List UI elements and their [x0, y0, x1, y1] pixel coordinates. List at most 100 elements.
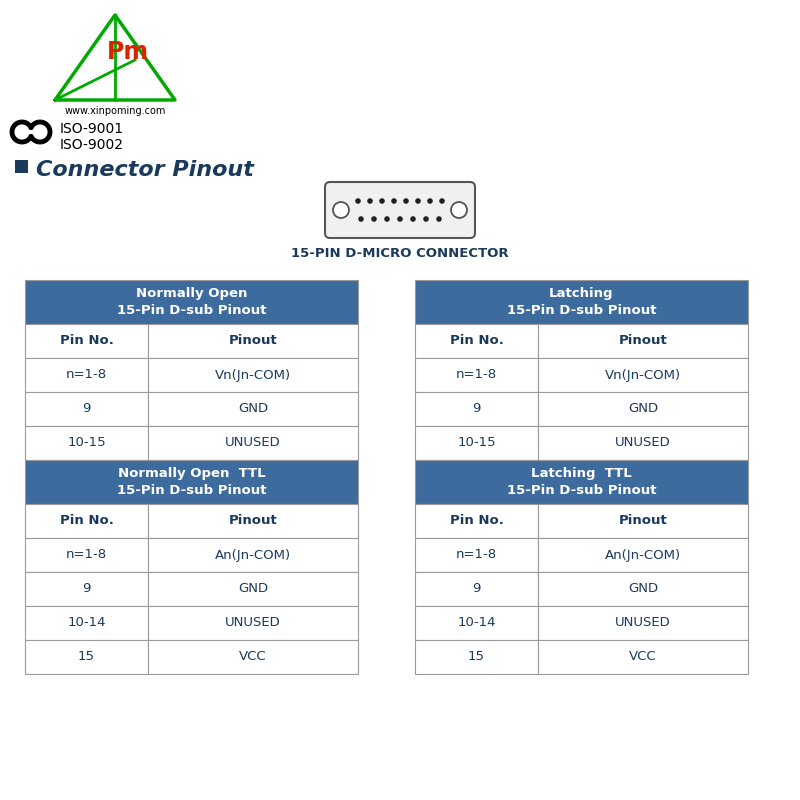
Circle shape: [379, 198, 385, 204]
Bar: [415, 640, 538, 674]
Text: 15: 15: [78, 650, 95, 663]
Circle shape: [415, 198, 421, 204]
Text: www.xinpoming.com: www.xinpoming.com: [64, 106, 166, 116]
Circle shape: [403, 198, 409, 204]
Circle shape: [423, 216, 429, 222]
Text: An(Jn-COM): An(Jn-COM): [215, 549, 291, 562]
Text: 9: 9: [82, 402, 90, 415]
Text: Vn(Jn-COM): Vn(Jn-COM): [215, 369, 291, 382]
Text: VCC: VCC: [239, 650, 267, 663]
Bar: [25, 426, 148, 460]
Circle shape: [358, 216, 364, 222]
Bar: [25, 538, 148, 572]
Text: Pinout: Pinout: [229, 514, 278, 527]
Circle shape: [427, 198, 433, 204]
Text: Normally Open
15-Pin D-sub Pinout: Normally Open 15-Pin D-sub Pinout: [117, 287, 266, 317]
Text: Pinout: Pinout: [618, 334, 667, 347]
Text: n=1-8: n=1-8: [456, 549, 497, 562]
Text: n=1-8: n=1-8: [456, 369, 497, 382]
Text: 9: 9: [472, 402, 481, 415]
Text: UNUSED: UNUSED: [225, 617, 281, 630]
Text: GND: GND: [628, 582, 658, 595]
Bar: [415, 606, 538, 640]
Circle shape: [410, 216, 416, 222]
Bar: [415, 280, 748, 324]
Circle shape: [333, 202, 349, 218]
Text: Pin No.: Pin No.: [450, 334, 503, 347]
Circle shape: [439, 198, 445, 204]
Bar: [538, 358, 748, 392]
Bar: [538, 426, 748, 460]
Text: Connector Pinout: Connector Pinout: [36, 160, 254, 180]
Circle shape: [397, 216, 403, 222]
Text: UNUSED: UNUSED: [615, 617, 671, 630]
Bar: [25, 358, 148, 392]
Text: 9: 9: [472, 582, 481, 595]
Bar: [538, 538, 748, 572]
Bar: [415, 460, 748, 504]
Bar: [415, 392, 538, 426]
Bar: [415, 324, 538, 358]
Text: GND: GND: [238, 582, 268, 595]
Text: 10-15: 10-15: [67, 437, 106, 450]
Bar: [25, 504, 148, 538]
Text: 15: 15: [468, 650, 485, 663]
Bar: [148, 392, 358, 426]
Text: Vn(Jn-COM): Vn(Jn-COM): [605, 369, 681, 382]
Text: Normally Open  TTL
15-Pin D-sub Pinout: Normally Open TTL 15-Pin D-sub Pinout: [117, 467, 266, 497]
Text: n=1-8: n=1-8: [66, 549, 107, 562]
Bar: [538, 392, 748, 426]
Bar: [148, 572, 358, 606]
Circle shape: [355, 198, 361, 204]
Bar: [415, 572, 538, 606]
Circle shape: [391, 198, 397, 204]
Bar: [538, 640, 748, 674]
Text: An(Jn-COM): An(Jn-COM): [605, 549, 681, 562]
Bar: [15, 160, 28, 173]
Bar: [25, 606, 148, 640]
Bar: [148, 324, 358, 358]
Bar: [415, 538, 538, 572]
Text: GND: GND: [628, 402, 658, 415]
Bar: [415, 504, 538, 538]
Text: Pinout: Pinout: [618, 514, 667, 527]
Bar: [538, 572, 748, 606]
Text: GND: GND: [238, 402, 268, 415]
Bar: [148, 606, 358, 640]
Bar: [25, 280, 358, 324]
Text: n=1-8: n=1-8: [66, 369, 107, 382]
Circle shape: [451, 202, 467, 218]
FancyBboxPatch shape: [325, 182, 475, 238]
Text: ISO-9002: ISO-9002: [60, 138, 124, 152]
Text: VCC: VCC: [629, 650, 657, 663]
Bar: [148, 538, 358, 572]
Text: Pin No.: Pin No.: [59, 334, 114, 347]
Text: Pm: Pm: [107, 40, 149, 64]
Circle shape: [436, 216, 442, 222]
Bar: [148, 504, 358, 538]
Bar: [25, 572, 148, 606]
Bar: [25, 324, 148, 358]
Text: ISO-9001: ISO-9001: [60, 122, 124, 136]
Text: 9: 9: [82, 582, 90, 595]
Text: Latching
15-Pin D-sub Pinout: Latching 15-Pin D-sub Pinout: [506, 287, 656, 317]
Text: 15-PIN D-MICRO CONNECTOR: 15-PIN D-MICRO CONNECTOR: [291, 247, 509, 260]
Circle shape: [367, 198, 373, 204]
Bar: [538, 324, 748, 358]
Text: 10-14: 10-14: [67, 617, 106, 630]
Text: Pinout: Pinout: [229, 334, 278, 347]
Bar: [148, 358, 358, 392]
Text: UNUSED: UNUSED: [615, 437, 671, 450]
Text: UNUSED: UNUSED: [225, 437, 281, 450]
Bar: [538, 606, 748, 640]
Bar: [148, 640, 358, 674]
Circle shape: [371, 216, 377, 222]
Bar: [25, 640, 148, 674]
Bar: [415, 426, 538, 460]
Bar: [148, 426, 358, 460]
Bar: [25, 392, 148, 426]
Text: 10-14: 10-14: [458, 617, 496, 630]
Bar: [415, 358, 538, 392]
Bar: [538, 504, 748, 538]
Text: Pin No.: Pin No.: [59, 514, 114, 527]
